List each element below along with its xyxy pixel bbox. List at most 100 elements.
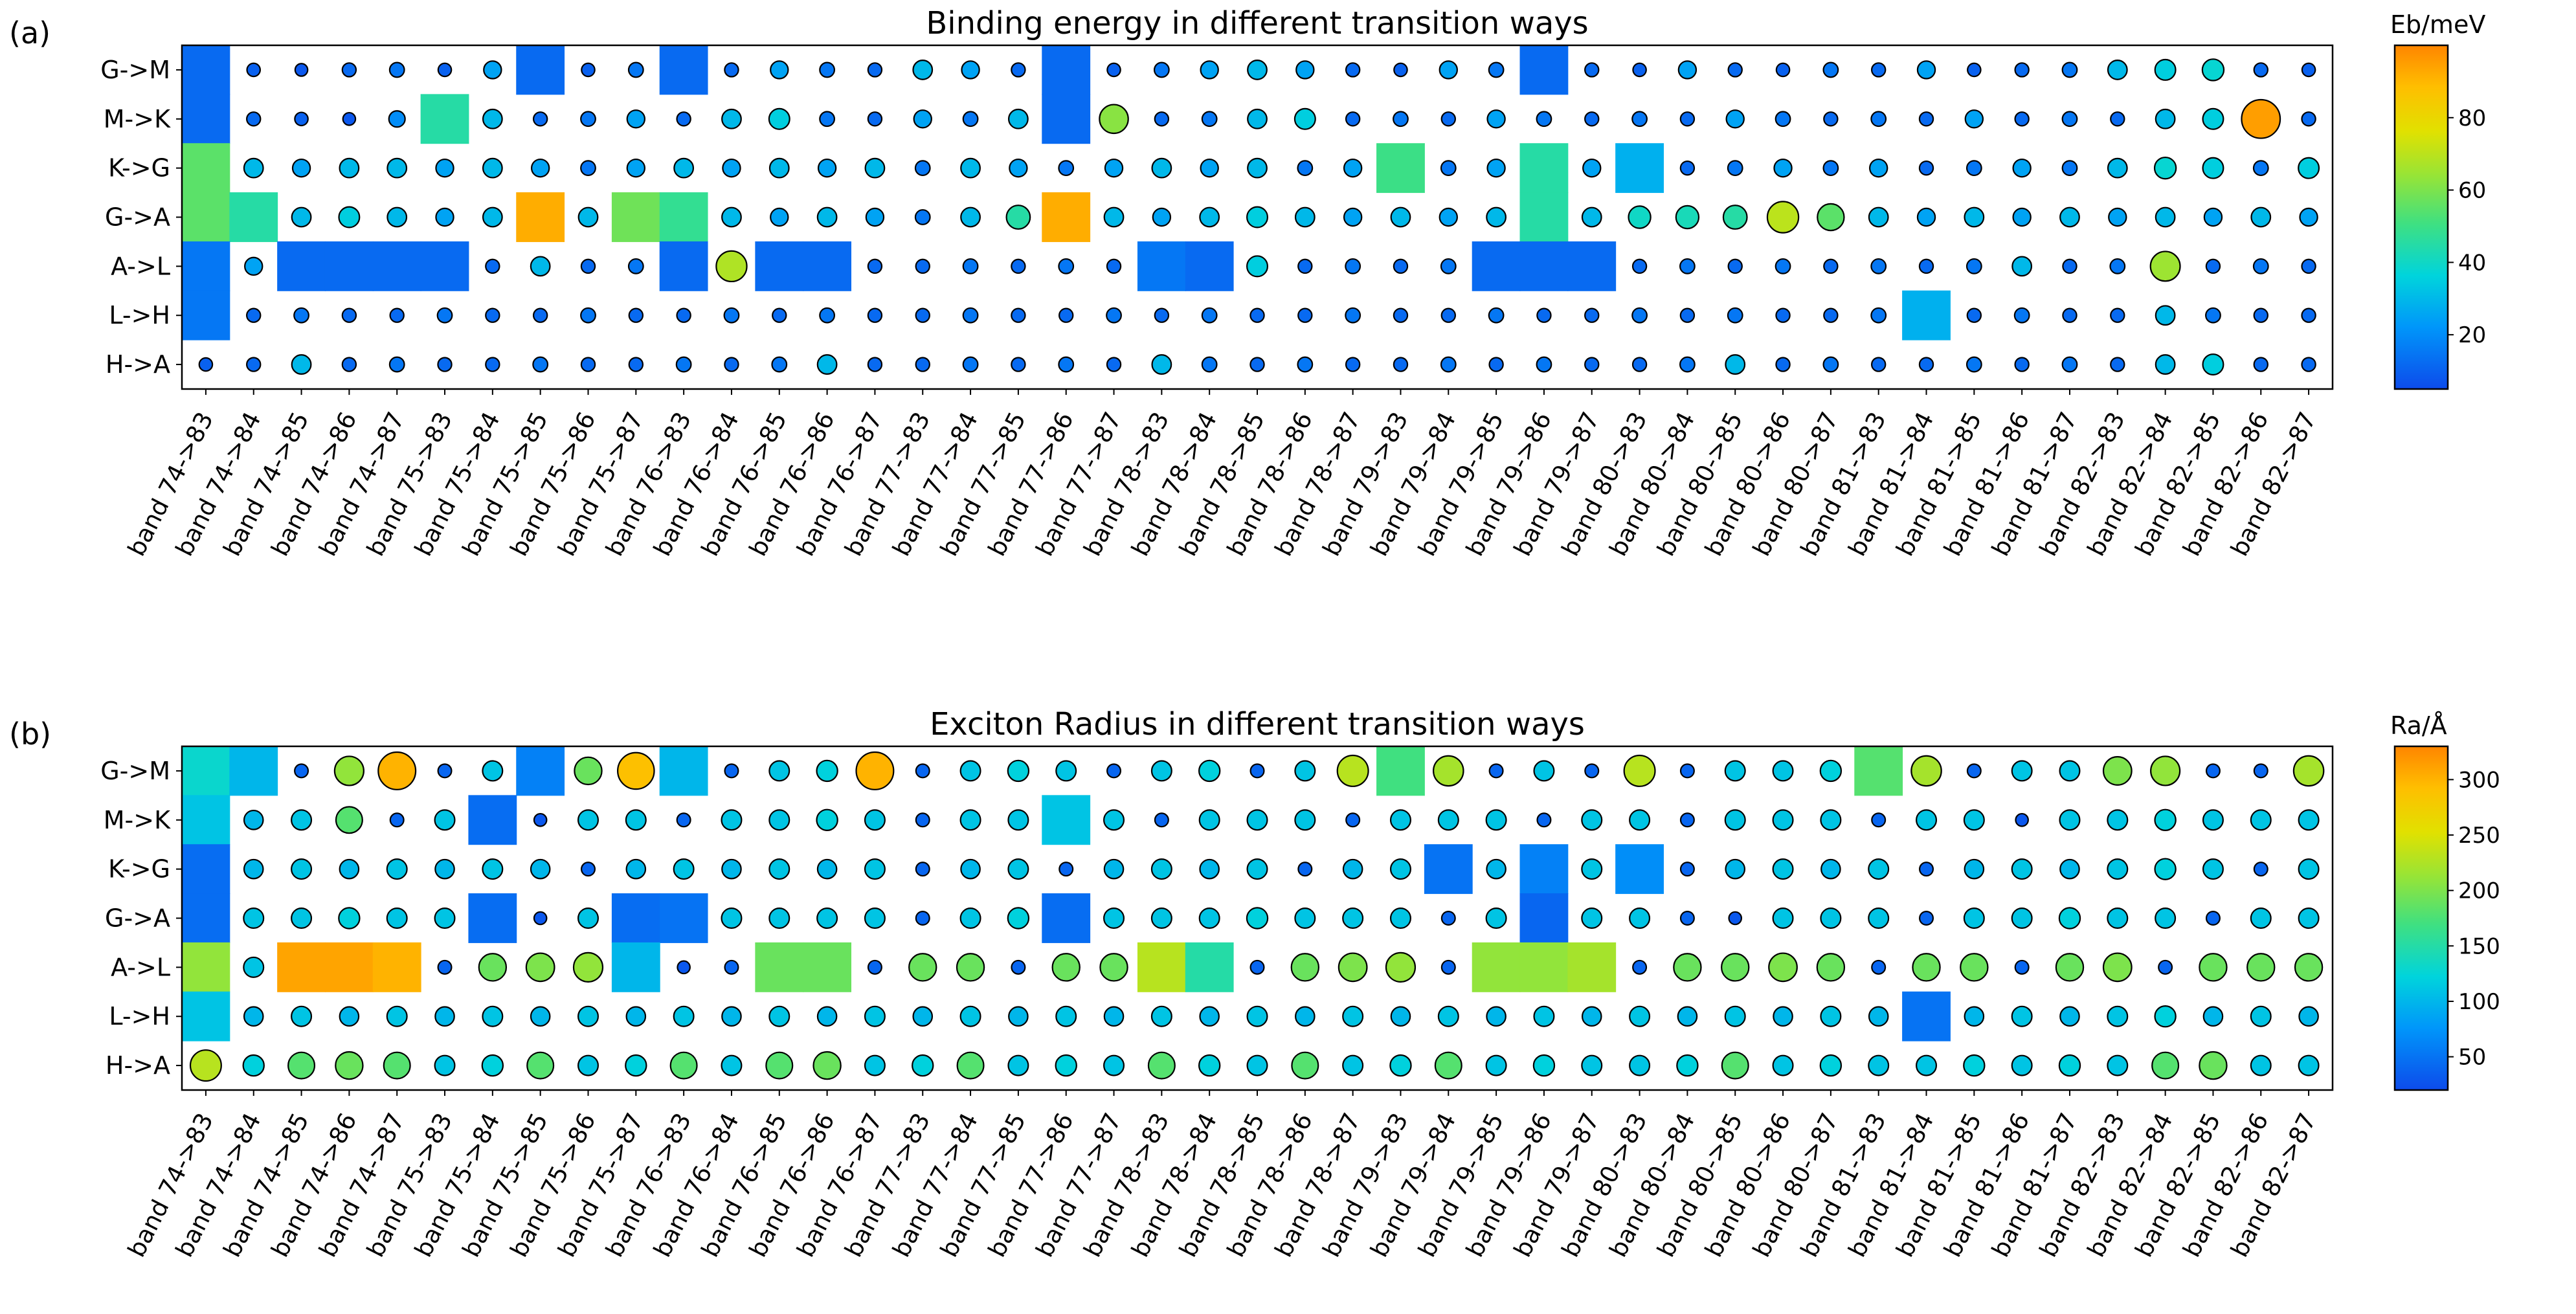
marker-circle bbox=[1822, 61, 1839, 78]
marker-circle bbox=[1345, 62, 1361, 78]
marker-circle bbox=[2108, 207, 2127, 227]
marker-circle bbox=[959, 1005, 981, 1027]
marker-square bbox=[803, 241, 852, 291]
marker-circle bbox=[2150, 755, 2181, 786]
marker-circle bbox=[962, 307, 979, 324]
marker-circle bbox=[2107, 1005, 2129, 1027]
marker-circle bbox=[1385, 952, 1417, 983]
marker-circle bbox=[294, 111, 309, 127]
marker-circle bbox=[434, 1006, 455, 1027]
y-tick-label: G->M bbox=[100, 757, 170, 785]
marker-circle bbox=[342, 111, 357, 126]
marker-circle bbox=[1393, 258, 1409, 274]
marker-circle bbox=[246, 62, 262, 78]
marker-circle bbox=[1584, 357, 1600, 372]
y-tick-label: M->K bbox=[104, 105, 171, 133]
marker-circle bbox=[1294, 107, 1316, 130]
marker-circle bbox=[1673, 953, 1702, 982]
marker-circle bbox=[1011, 258, 1026, 274]
marker-circle bbox=[485, 258, 500, 274]
marker-circle bbox=[485, 307, 500, 323]
marker-square bbox=[516, 192, 565, 242]
marker-circle bbox=[1486, 1006, 1506, 1027]
marker-circle bbox=[1007, 858, 1029, 880]
marker-circle bbox=[1910, 755, 1942, 787]
marker-circle bbox=[1722, 205, 1748, 230]
marker-circle bbox=[1486, 109, 1506, 129]
marker-circle bbox=[2205, 307, 2221, 324]
marker-square bbox=[468, 795, 517, 845]
marker-circle bbox=[333, 755, 364, 786]
marker-circle bbox=[867, 357, 883, 372]
marker-circle bbox=[1629, 907, 1651, 929]
marker-circle bbox=[243, 157, 264, 179]
marker-circle bbox=[2253, 763, 2268, 779]
marker-circle bbox=[291, 907, 313, 929]
marker-circle bbox=[1964, 109, 1984, 129]
colorbar-frame bbox=[2393, 44, 2449, 390]
chart-b-title: Exciton Radius in different transition w… bbox=[930, 706, 1585, 742]
marker-circle bbox=[673, 1005, 695, 1027]
marker-circle bbox=[2154, 58, 2177, 81]
marker-circle bbox=[1632, 959, 1648, 975]
colorbar-tick-label: 200 bbox=[2458, 878, 2500, 904]
marker-circle bbox=[1294, 760, 1316, 782]
marker-circle bbox=[1440, 307, 1456, 323]
colorbar-tick-label: 40 bbox=[2458, 250, 2486, 276]
marker-square bbox=[516, 746, 565, 796]
marker-circle bbox=[1916, 809, 1938, 831]
marker-circle bbox=[577, 1054, 599, 1076]
marker-circle bbox=[2058, 1054, 2081, 1077]
marker-circle bbox=[1679, 910, 1695, 926]
marker-circle bbox=[1581, 809, 1603, 831]
marker-circle bbox=[1819, 1054, 1842, 1077]
colorbar-tick-label: 250 bbox=[2458, 823, 2500, 849]
panel-a-label: (a) bbox=[9, 16, 51, 50]
marker-circle bbox=[1151, 354, 1172, 375]
colorbar-tick-label: 80 bbox=[2458, 106, 2486, 131]
marker-square bbox=[1519, 143, 1569, 194]
marker-circle bbox=[434, 907, 456, 929]
marker-circle bbox=[723, 307, 740, 324]
colorbar-tick-label: 100 bbox=[2458, 989, 2500, 1015]
marker-circle bbox=[1295, 60, 1315, 80]
marker-circle bbox=[1536, 307, 1552, 323]
marker-circle bbox=[341, 62, 357, 78]
marker-circle bbox=[617, 752, 655, 790]
marker-circle bbox=[2011, 1005, 2033, 1027]
marker-circle bbox=[1294, 907, 1316, 929]
marker-circle bbox=[436, 307, 453, 324]
marker-circle bbox=[1247, 60, 1268, 80]
marker-circle bbox=[627, 258, 644, 274]
marker-circle bbox=[1536, 111, 1552, 128]
marker-square bbox=[1519, 844, 1569, 895]
marker-circle bbox=[2011, 256, 2033, 277]
marker-circle bbox=[291, 1005, 313, 1027]
marker-circle bbox=[2202, 353, 2224, 376]
marker-square bbox=[1472, 241, 1521, 291]
marker-circle bbox=[2298, 1006, 2319, 1027]
y-tick-label: H->A bbox=[106, 350, 170, 379]
marker-circle bbox=[1005, 205, 1031, 230]
marker-circle bbox=[1151, 157, 1172, 179]
marker-circle bbox=[1297, 307, 1313, 323]
marker-circle bbox=[1055, 1054, 1077, 1077]
colorbar-b-label: Ra/Å bbox=[2390, 711, 2447, 740]
marker-circle bbox=[812, 1051, 842, 1080]
marker-square bbox=[1615, 143, 1664, 194]
marker-circle bbox=[1629, 809, 1651, 831]
marker-circle bbox=[2155, 354, 2176, 375]
marker-square bbox=[181, 746, 230, 796]
marker-circle bbox=[198, 357, 214, 372]
marker-circle bbox=[1393, 357, 1409, 372]
marker-circle bbox=[1766, 201, 1800, 234]
marker-circle bbox=[2155, 305, 2176, 326]
y-tick-label: L->H bbox=[109, 301, 170, 329]
marker-circle bbox=[1007, 809, 1029, 831]
marker-circle bbox=[721, 108, 742, 129]
marker-square bbox=[1042, 192, 1091, 242]
marker-circle bbox=[1485, 907, 1507, 929]
marker-circle bbox=[1966, 160, 1982, 177]
marker-circle bbox=[1871, 812, 1887, 828]
marker-circle bbox=[1058, 307, 1074, 323]
